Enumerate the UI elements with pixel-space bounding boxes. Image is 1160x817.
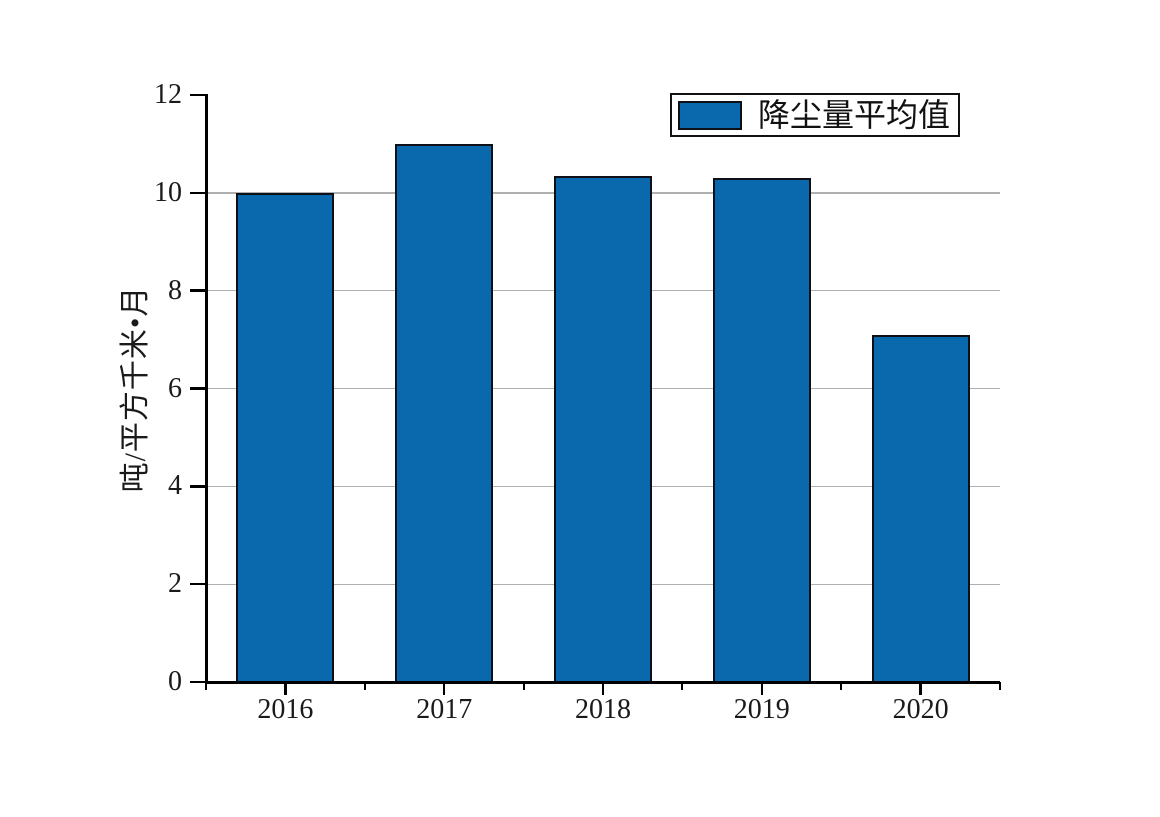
y-tick-label: 0	[168, 666, 182, 697]
legend-box: 降尘量平均值	[670, 93, 960, 137]
y-tick-label: 4	[168, 470, 182, 502]
x-tick-label: 2018	[575, 694, 631, 725]
y-tick	[190, 680, 206, 684]
x-tick	[760, 682, 764, 695]
x-tick-label: 2019	[733, 694, 790, 725]
bar	[236, 192, 335, 683]
x-minor-tick	[363, 682, 366, 690]
x-minor-tick	[840, 682, 843, 690]
x-minor-tick	[205, 682, 207, 690]
y-tick-label: 6	[168, 372, 182, 404]
x-tick-label: 2017	[416, 694, 473, 725]
y-tick	[190, 485, 206, 488]
y-tick	[190, 387, 206, 390]
legend-series-label: 降尘量平均值	[758, 97, 951, 133]
x-minor-tick	[681, 682, 684, 690]
x-tick	[284, 682, 287, 695]
x-tick-label: 2016	[257, 694, 314, 725]
x-tick-label: 2020	[892, 694, 949, 725]
y-axis-spine	[204, 94, 208, 684]
y-tick-label: 10	[154, 176, 182, 208]
y-tick-label: 8	[168, 274, 182, 306]
x-tick	[919, 682, 922, 695]
y-tick	[190, 289, 206, 292]
bar	[554, 175, 652, 683]
x-tick	[442, 682, 446, 695]
y-tick	[190, 582, 206, 586]
x-tick	[601, 682, 605, 695]
y-tick	[190, 93, 206, 97]
y-tick-label: 12	[154, 79, 182, 110]
bar	[871, 334, 970, 683]
x-minor-tick	[522, 682, 525, 690]
y-tick-label: 2	[168, 568, 182, 600]
y-tick	[190, 191, 206, 195]
x-minor-tick	[999, 682, 1001, 690]
bar	[712, 178, 811, 683]
bar	[395, 143, 494, 683]
legend-color-swatch	[678, 100, 742, 130]
